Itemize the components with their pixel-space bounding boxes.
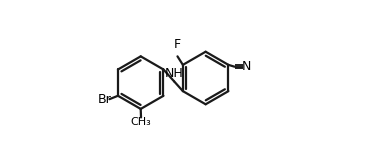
Text: N: N (241, 60, 251, 73)
Text: F: F (174, 38, 181, 51)
Text: Br: Br (98, 93, 112, 106)
Text: NH: NH (165, 68, 184, 80)
Text: CH₃: CH₃ (131, 117, 152, 127)
